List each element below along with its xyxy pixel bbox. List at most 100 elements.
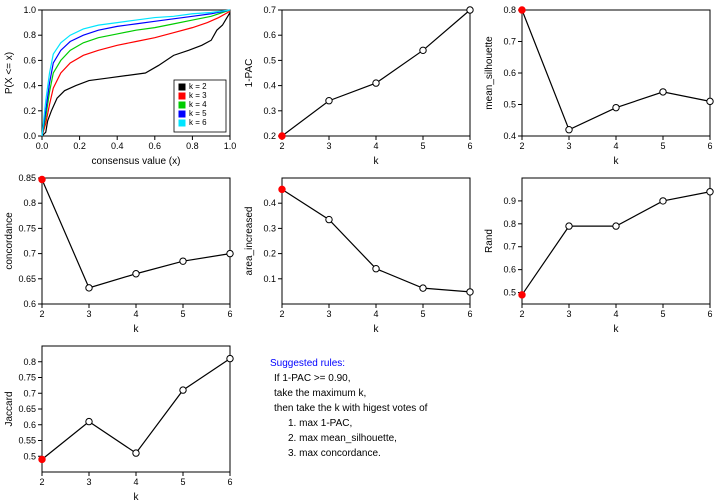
svg-text:5: 5 [420,141,425,151]
best-k-marker [279,133,285,139]
svg-text:0.4: 0.4 [263,81,276,91]
svg-text:2: 2 [519,141,524,151]
svg-text:0.6: 0.6 [503,68,516,78]
best-k-marker [39,456,45,462]
best-k-marker [39,176,45,182]
svg-text:0.0: 0.0 [36,141,49,151]
svg-text:0.6: 0.6 [263,30,276,40]
metric-line [42,359,230,460]
svg-text:0.2: 0.2 [263,131,276,141]
svg-text:0.7: 0.7 [23,388,36,398]
rules-line: 2. max mean_silhouette, [288,433,397,444]
svg-text:1.0: 1.0 [23,5,36,15]
metric-marker [373,80,379,86]
metric-marker [420,47,426,53]
legend-label: k = 3 [189,91,207,100]
svg-text:2: 2 [279,309,284,319]
svg-text:0.2: 0.2 [263,249,276,259]
svg-text:5: 5 [180,309,185,319]
svg-text:3: 3 [326,141,331,151]
svg-text:4: 4 [133,477,138,487]
svg-text:0.4: 0.4 [503,131,516,141]
svg-text:0.9: 0.9 [503,196,516,206]
svg-text:3: 3 [326,309,331,319]
rand-panel: 234560.50.60.70.80.9kRand [480,168,720,336]
svg-text:6: 6 [227,477,232,487]
metric-marker [326,216,332,222]
svg-text:6: 6 [227,309,232,319]
svg-text:2: 2 [519,309,524,319]
svg-text:k: k [374,156,380,167]
svg-text:0.7: 0.7 [503,242,516,252]
panel-grid: 0.00.20.40.60.81.00.00.20.40.60.81.0cons… [0,0,720,504]
svg-text:2: 2 [39,309,44,319]
svg-text:k: k [614,324,620,335]
legend-swatch [179,84,185,90]
metric-marker [86,418,92,424]
svg-text:0.2: 0.2 [23,106,36,116]
svg-text:3: 3 [566,141,571,151]
metric-line [522,192,710,295]
rules-panel: Suggested rules:If 1-PAC >= 0.90,take th… [240,336,720,504]
svg-text:0.75: 0.75 [18,373,36,383]
legend-label: k = 6 [189,118,207,127]
svg-text:0.85: 0.85 [18,173,36,183]
rules-line: 1. max 1-PAC, [288,418,352,429]
concordance-panel: 234560.60.650.70.750.80.85kconcordance [0,168,240,336]
svg-text:4: 4 [133,309,138,319]
rules-line: 3. max concordance. [288,448,381,459]
svg-text:Jaccard: Jaccard [4,391,15,426]
svg-text:0.6: 0.6 [503,265,516,275]
svg-text:0.5: 0.5 [503,100,516,110]
jaccard-panel: 234560.50.550.60.650.70.750.8kJaccard [0,336,240,504]
svg-text:P(X <= x): P(X <= x) [4,52,15,94]
svg-text:2: 2 [279,141,284,151]
metric-marker [660,198,666,204]
metric-line [282,189,470,292]
svg-text:0.5: 0.5 [263,55,276,65]
svg-text:concordance: concordance [4,212,15,270]
svg-text:4: 4 [373,309,378,319]
legend-swatch [179,102,185,108]
svg-text:6: 6 [467,309,472,319]
svg-text:5: 5 [660,141,665,151]
rules-line: then take the k with higest votes of [274,403,428,414]
metric-marker [467,289,473,295]
svg-text:3: 3 [566,309,571,319]
svg-text:0.8: 0.8 [23,198,36,208]
metric-marker [613,104,619,110]
metric-marker [227,355,233,361]
svg-text:0.3: 0.3 [263,223,276,233]
svg-text:4: 4 [613,309,618,319]
metric-marker [613,223,619,229]
svg-text:5: 5 [180,477,185,487]
metric-marker [707,98,713,104]
svg-text:0.6: 0.6 [23,55,36,65]
svg-text:0.4: 0.4 [263,198,276,208]
svg-text:0.4: 0.4 [111,141,124,151]
svg-text:3: 3 [86,477,91,487]
best-k-marker [519,7,525,13]
metric-marker [133,450,139,456]
svg-text:0.5: 0.5 [23,451,36,461]
area-increased-panel: 234560.10.20.30.4karea_increased [240,168,480,336]
svg-text:mean_silhouette: mean_silhouette [484,36,495,110]
svg-text:k: k [614,156,620,167]
silhouette-panel: 234560.40.50.60.70.8kmean_silhouette [480,0,720,168]
svg-text:0.2: 0.2 [73,141,86,151]
metric-marker [86,285,92,291]
svg-text:k: k [374,324,380,335]
best-k-marker [519,292,525,298]
metric-marker [660,89,666,95]
svg-text:Rand: Rand [484,229,495,253]
legend-label: k = 4 [189,100,207,109]
svg-text:k: k [134,324,140,335]
rules-line: If 1-PAC >= 0.90, [274,373,351,384]
svg-text:6: 6 [467,141,472,151]
legend-swatch [179,120,185,126]
svg-text:0.7: 0.7 [503,37,516,47]
one-pac-panel: 234560.20.30.40.50.60.7k1-PAC [240,0,480,168]
legend-label: k = 2 [189,82,207,91]
svg-text:area_increased: area_increased [244,207,255,276]
svg-text:0.7: 0.7 [23,249,36,259]
